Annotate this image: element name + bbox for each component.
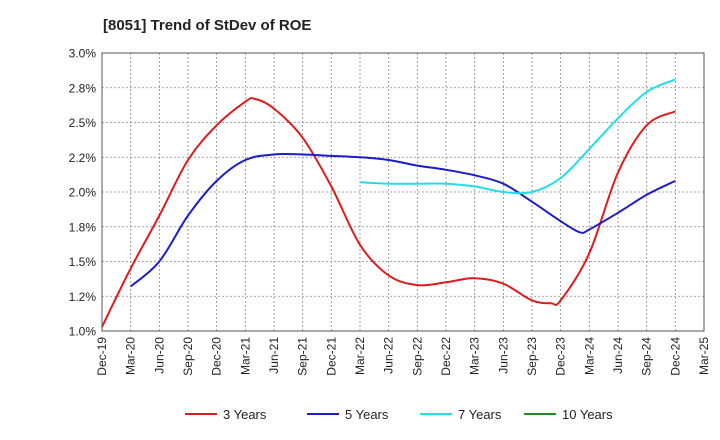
x-tick-label: Mar-24 [582,337,596,375]
y-axis: 1.0% 1.2% 1.5% 1.8% 2.0% 2.2% 2.5% 2.8% 3.0% [69,47,97,339]
x-tick-label: Mar-20 [124,337,138,375]
y-tick-label: 1.5% [69,255,97,269]
legend-item: 3 Years [185,407,267,422]
x-tick-label: Jun-20 [152,337,166,374]
x-axis: Dec-19 Mar-20 Jun-20 Sep-20 Dec-20 Mar-21 Jun-… [95,337,711,376]
y-tick-label: 2.8% [69,81,97,95]
y-tick-label: 1.8% [69,220,97,234]
plot-border [101,52,705,332]
x-tick-label: Dec-23 [554,337,568,376]
x-tick-label: Sep-21 [296,337,310,376]
x-tick-label: Mar-21 [238,337,252,375]
x-tick-label: Sep-20 [181,337,195,376]
x-tick-label: Dec-24 [668,337,682,376]
x-tick-label: Dec-19 [95,337,109,376]
series-line-3-years [101,97,676,328]
x-tick-label: Jun-21 [267,337,281,374]
y-tick-label: 2.0% [69,186,97,200]
legend-item: 7 Years [420,407,502,422]
y-tick-label: 1.0% [69,325,97,339]
x-tick-label: Dec-20 [210,337,224,376]
x-tick-label: Sep-23 [525,337,539,376]
grid [102,53,704,331]
x-tick-label: Jun-22 [382,337,396,374]
series-line-5-years [130,152,676,288]
legend-item: 5 Years [307,407,389,422]
x-tick-label: Dec-21 [324,337,338,376]
legend-label: 7 Years [458,407,502,422]
x-tick-label: Mar-22 [353,337,367,375]
y-tick-label: 1.2% [69,290,97,304]
y-tick-label: 2.2% [69,151,97,165]
legend-label: 10 Years [562,407,613,422]
x-tick-label: Sep-24 [640,337,654,376]
x-tick-label: Dec-22 [439,337,453,376]
x-tick-label: Sep-22 [410,337,424,376]
series-line-7-years [359,78,676,195]
legend-item: 10 Years [524,407,613,422]
y-tick-label: 3.0% [69,47,97,61]
chart-title: [8051] Trend of StDev of ROE [103,17,311,34]
x-tick-label: Mar-25 [697,337,711,375]
x-tick-label: Jun-24 [611,337,625,374]
x-tick-label: Mar-23 [468,337,482,375]
legend-label: 5 Years [345,407,389,422]
legend: 3 Years 5 Years 7 Years 10 Years [185,407,613,422]
x-tick-label: Jun-23 [496,337,510,374]
series-lines [101,78,676,328]
y-tick-label: 2.5% [69,116,97,130]
legend-label: 3 Years [223,407,267,422]
